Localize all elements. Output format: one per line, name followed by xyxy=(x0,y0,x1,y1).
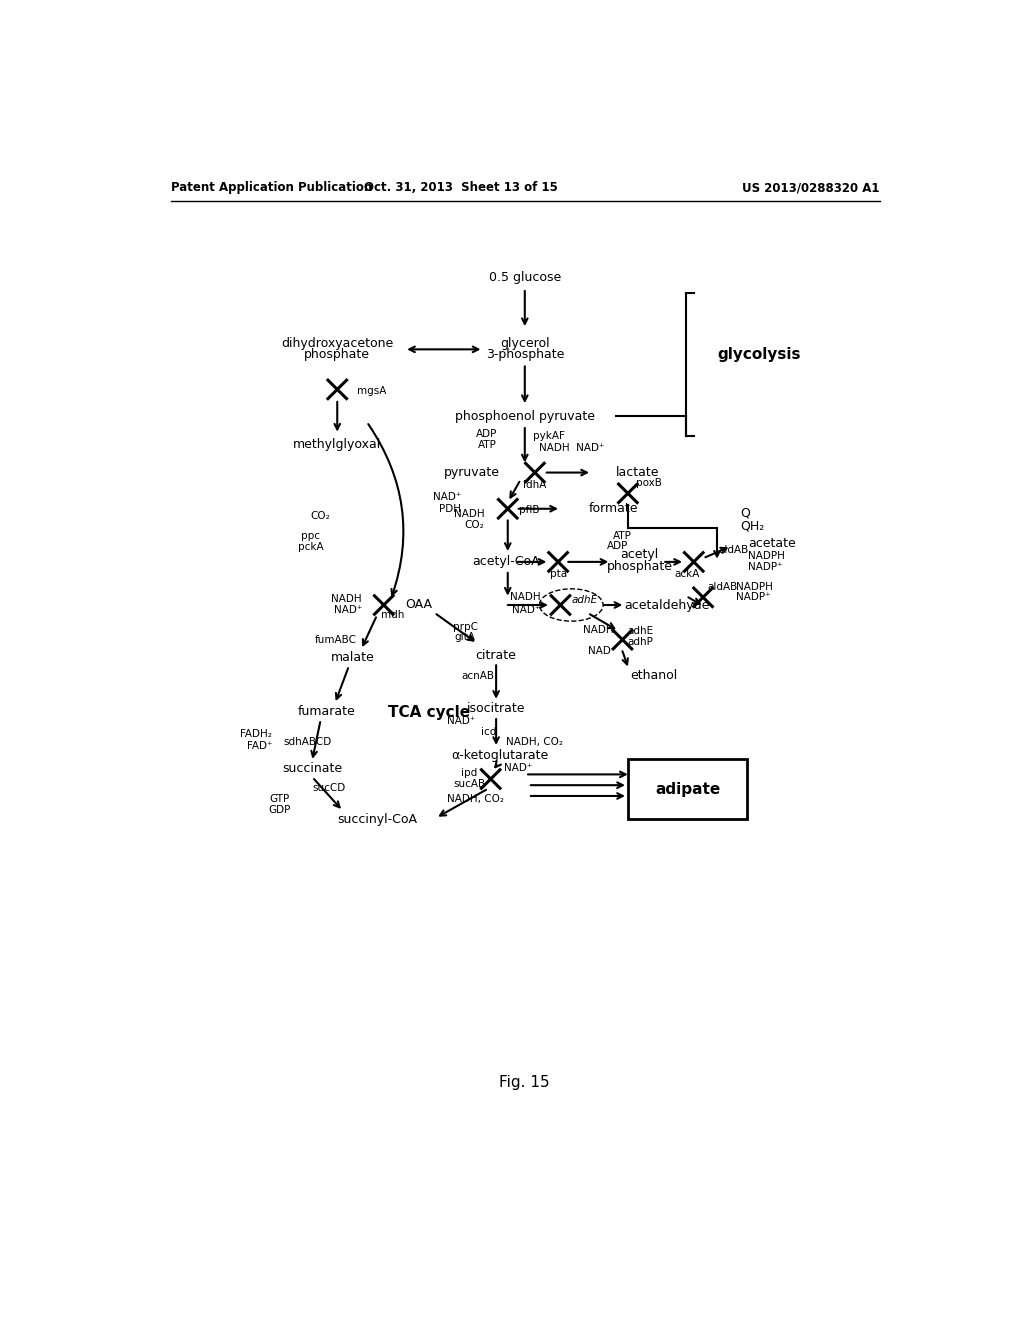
Text: sucAB: sucAB xyxy=(453,779,485,788)
Text: glycerol: glycerol xyxy=(500,337,550,350)
Text: isocitrate: isocitrate xyxy=(467,702,525,715)
Text: NADPH: NADPH xyxy=(748,550,784,561)
Text: GTP: GTP xyxy=(269,795,290,804)
Text: lactate: lactate xyxy=(616,466,659,479)
Text: Q: Q xyxy=(740,506,751,519)
Text: formate: formate xyxy=(589,502,639,515)
Text: ADP: ADP xyxy=(607,541,629,550)
Text: mdh: mdh xyxy=(381,610,404,620)
Text: acetate: acetate xyxy=(748,537,796,550)
Text: NAD⁺: NAD⁺ xyxy=(334,606,362,615)
Text: glycolysis: glycolysis xyxy=(717,347,801,362)
Text: NADPH: NADPH xyxy=(736,582,773,591)
Text: icd: icd xyxy=(480,727,496,737)
Text: Patent Application Publication: Patent Application Publication xyxy=(171,181,372,194)
Text: adhE: adhE xyxy=(628,626,654,636)
Text: US 2013/0288320 A1: US 2013/0288320 A1 xyxy=(742,181,880,194)
Text: NADH: NADH xyxy=(454,510,484,519)
Text: ppc: ppc xyxy=(301,531,321,541)
Text: OAA: OAA xyxy=(406,598,432,611)
Text: acetyl-CoA: acetyl-CoA xyxy=(472,556,540,569)
Text: phosphate: phosphate xyxy=(606,560,673,573)
Text: PDH: PDH xyxy=(439,504,461,513)
Text: succinate: succinate xyxy=(283,762,342,775)
Text: ackA: ackA xyxy=(675,569,700,579)
Text: aldAB: aldAB xyxy=(719,545,749,554)
Text: phosphoenol pyruvate: phosphoenol pyruvate xyxy=(455,409,595,422)
Text: adipate: adipate xyxy=(655,783,720,797)
Text: 0.5 glucose: 0.5 glucose xyxy=(488,271,561,284)
Text: acetyl: acetyl xyxy=(621,548,658,561)
Text: pyruvate: pyruvate xyxy=(444,466,500,479)
Text: aldAB: aldAB xyxy=(708,582,738,591)
Text: NADH: NADH xyxy=(583,624,613,635)
Text: adhP: adhP xyxy=(628,638,653,647)
Text: NAD⁺: NAD⁺ xyxy=(504,763,532,774)
Text: dihydroxyacetone: dihydroxyacetone xyxy=(282,337,393,350)
Text: NADH: NADH xyxy=(510,593,541,602)
Text: CO₂: CO₂ xyxy=(310,511,330,521)
Text: NADP⁺: NADP⁺ xyxy=(736,593,771,602)
Text: citrate: citrate xyxy=(476,648,516,661)
Text: NADH, CO₂: NADH, CO₂ xyxy=(446,795,504,804)
Text: NAD⁺: NAD⁺ xyxy=(588,647,616,656)
Text: pta: pta xyxy=(550,569,566,579)
Text: gltA: gltA xyxy=(455,632,475,643)
Text: CO₂: CO₂ xyxy=(465,520,484,529)
Text: phosphate: phosphate xyxy=(304,348,371,362)
Text: fumABC: fumABC xyxy=(314,635,356,644)
Text: FAD⁺: FAD⁺ xyxy=(247,741,272,751)
FancyBboxPatch shape xyxy=(628,759,748,818)
Text: ATP: ATP xyxy=(613,531,632,541)
Text: Fig. 15: Fig. 15 xyxy=(500,1074,550,1090)
Text: pykAF: pykAF xyxy=(532,430,564,441)
Text: GDP: GDP xyxy=(268,805,291,814)
Text: sdhABCD: sdhABCD xyxy=(284,737,332,747)
Text: succinyl-CoA: succinyl-CoA xyxy=(338,813,418,825)
Text: NADP⁺: NADP⁺ xyxy=(748,561,782,572)
Text: NADH: NADH xyxy=(332,594,362,603)
Text: acetaldehyde: acetaldehyde xyxy=(624,598,710,611)
Text: acnAB: acnAB xyxy=(462,671,495,681)
Text: ATP: ATP xyxy=(478,440,497,450)
Text: poxB: poxB xyxy=(636,478,663,488)
Text: α-ketoglutarate: α-ketoglutarate xyxy=(452,748,549,762)
Text: malate: malate xyxy=(331,651,375,664)
Text: ADP: ADP xyxy=(475,429,497,440)
Text: prpC: prpC xyxy=(453,622,477,631)
Text: fumarate: fumarate xyxy=(298,705,355,718)
Text: NAD⁺: NAD⁺ xyxy=(512,605,541,615)
Text: methylglyoxal: methylglyoxal xyxy=(293,438,381,451)
Text: NADH  NAD⁺: NADH NAD⁺ xyxy=(539,444,604,453)
Text: QH₂: QH₂ xyxy=(740,520,765,533)
Text: NADH, CO₂: NADH, CO₂ xyxy=(506,737,563,747)
Text: NAD⁺: NAD⁺ xyxy=(433,492,461,502)
Text: FADH₂: FADH₂ xyxy=(241,730,272,739)
Text: pckA: pckA xyxy=(298,543,324,552)
Text: ldhA: ldhA xyxy=(523,480,547,490)
Text: ethanol: ethanol xyxy=(630,669,678,682)
Text: ipd: ipd xyxy=(461,768,477,777)
Text: adhE: adhE xyxy=(571,595,597,606)
Text: NAD⁺: NAD⁺ xyxy=(446,715,475,726)
Text: mgsA: mgsA xyxy=(357,385,387,396)
Text: 3-phosphate: 3-phosphate xyxy=(485,348,564,362)
Text: Oct. 31, 2013  Sheet 13 of 15: Oct. 31, 2013 Sheet 13 of 15 xyxy=(365,181,558,194)
Text: pflB: pflB xyxy=(519,506,540,515)
Text: TCA cycle: TCA cycle xyxy=(388,705,470,721)
Text: sucCD: sucCD xyxy=(313,783,346,793)
